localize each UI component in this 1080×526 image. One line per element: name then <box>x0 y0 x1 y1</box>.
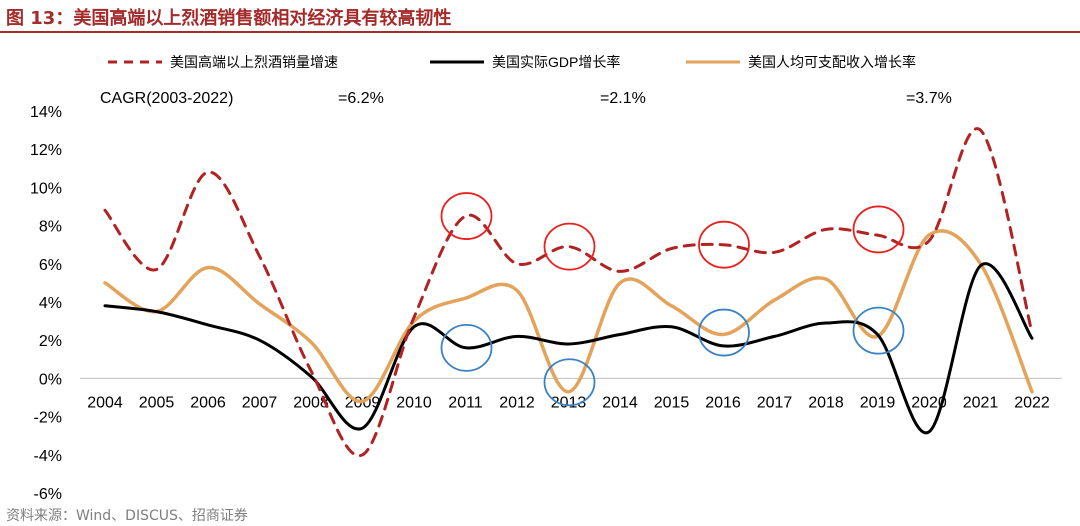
y-tick-label: 10% <box>30 180 62 197</box>
x-tick-label: 2016 <box>705 394 741 411</box>
series-line-gdp <box>103 262 1034 435</box>
highlight-circle-red <box>698 220 750 269</box>
highlight-circle-blue <box>852 306 905 355</box>
highlight-circle-red <box>543 222 596 271</box>
y-tick-label: 8% <box>39 219 62 236</box>
legend-label-income: 美国人均可支配收入增长率 <box>748 54 916 70</box>
y-tick-label: 12% <box>30 142 62 159</box>
x-tick-label: 2019 <box>860 394 896 411</box>
highlight-circles <box>440 192 905 407</box>
x-tick-label: 2011 <box>448 394 483 411</box>
y-axis: 14% 12% 10% 8% 6% 4% 2% 0% -2% -4% -6% <box>30 104 62 503</box>
x-tick-label: 2008 <box>293 394 329 411</box>
x-tick-label: 2015 <box>654 394 690 411</box>
x-tick-label: 2013 <box>551 394 587 411</box>
legend: 美国高端以上烈酒销量增速 美国实际GDP增长率 美国人均可支配收入增长率 <box>108 54 916 70</box>
x-tick-label: 2017 <box>757 394 793 411</box>
x-tick-label: 2004 <box>87 394 123 411</box>
series-line-income <box>103 229 1034 404</box>
y-tick-label: -4% <box>34 448 62 465</box>
y-tick-label: -6% <box>34 486 62 503</box>
cagr-value-gdp: =2.1% <box>600 90 646 107</box>
x-tick-label: 2020 <box>911 394 947 411</box>
x-tick-label: 2018 <box>808 394 844 411</box>
series-lines <box>103 127 1034 458</box>
highlight-circle-red <box>440 192 493 240</box>
legend-label-gdp: 美国实际GDP增长率 <box>492 54 620 70</box>
highlight-circle-blue <box>440 323 493 372</box>
series-line-spirits <box>103 127 1034 458</box>
highlight-circle-blue <box>543 358 596 407</box>
cagr-value-spirits: =6.2% <box>338 90 384 107</box>
source-note: 资料来源：Wind、DISCUS、招商证券 <box>6 508 248 524</box>
y-tick-label: 6% <box>39 257 62 274</box>
x-tick-label: 2007 <box>242 394 278 411</box>
y-tick-label: 0% <box>39 371 62 388</box>
x-axis: 2004 2005 2006 2007 2008 2009 2010 2011 2012 2013… <box>80 377 1062 411</box>
highlight-circle-blue <box>698 308 750 357</box>
cagr-value-income: =3.7% <box>906 90 952 107</box>
x-tick-label: 2006 <box>190 394 226 411</box>
highlight-circle-red <box>852 205 905 254</box>
chart-title: 图 13：美国高端以上烈酒销售额相对经济具有较高韧性 <box>6 8 452 29</box>
x-tick-label: 2021 <box>963 394 999 411</box>
cagr-label: CAGR(2003-2022) <box>100 90 233 107</box>
y-tick-label: 14% <box>30 104 62 121</box>
y-tick-label: 4% <box>39 295 62 312</box>
x-tick-label: 2005 <box>139 394 175 411</box>
x-tick-label: 2012 <box>499 394 535 411</box>
x-tick-label: 2010 <box>396 394 432 411</box>
x-tick-label: 2014 <box>602 394 638 411</box>
title-rule <box>0 31 1080 33</box>
x-tick-label: 2022 <box>1014 394 1050 411</box>
y-tick-label: 2% <box>39 333 62 350</box>
legend-label-spirits: 美国高端以上烈酒销量增速 <box>170 54 338 70</box>
y-tick-label: -2% <box>34 410 62 427</box>
